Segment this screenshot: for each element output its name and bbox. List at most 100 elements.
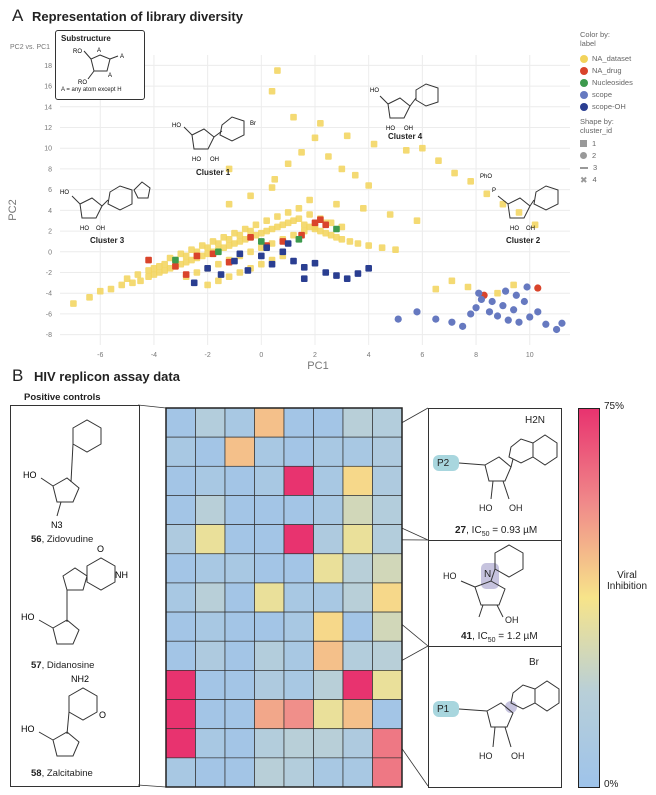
- panel-a-title: Representation of library diversity: [32, 9, 243, 24]
- heatmap-cell: [283, 407, 314, 438]
- point-scope-OH: [343, 275, 351, 283]
- a-label-2: A: [120, 54, 124, 60]
- heatmap-cell: [165, 407, 196, 438]
- svg-text:OH: OH: [96, 226, 105, 232]
- point-NA_dataset: [510, 281, 517, 289]
- y-tick-label: 0: [48, 249, 52, 256]
- y-tick-label: -2: [46, 270, 52, 277]
- y-tick-label: 10: [44, 146, 52, 153]
- point-NA_dataset: [137, 277, 144, 285]
- heatmap-cell: [313, 436, 344, 467]
- heatmap-cell: [254, 728, 285, 759]
- heatmap-cell: [372, 757, 403, 788]
- point-NA_dataset: [499, 200, 507, 208]
- cluster2-structure: PhO P HO OH: [480, 174, 559, 232]
- heatmap-cell: [195, 582, 226, 613]
- heatmap-cell: [342, 670, 373, 700]
- point-NA_dataset: [177, 250, 185, 258]
- point-NA_dataset: [392, 246, 399, 254]
- panel-b-letter: B: [12, 366, 24, 385]
- svg-text:HO: HO: [60, 190, 69, 196]
- substructure-box: Substructure RO RO A A A A = any atom ex…: [55, 30, 145, 100]
- point-scope-OH: [258, 252, 265, 260]
- point-NA_dataset: [295, 215, 303, 222]
- point-NA_dataset: [325, 153, 332, 160]
- point-NA_dataset: [268, 184, 276, 191]
- point-NA_drug: [317, 216, 324, 223]
- point-NA_dataset: [419, 144, 426, 152]
- point-NA_dataset: [515, 209, 523, 216]
- heatmap-cell: [372, 699, 403, 730]
- point-scope-OH: [263, 244, 270, 251]
- svg-text:HO: HO: [21, 612, 35, 622]
- point-NA_dataset: [220, 244, 228, 251]
- heatmap-cell: [342, 582, 373, 613]
- heatmap-cell: [224, 728, 255, 759]
- heatmap-cell: [195, 670, 226, 700]
- point-NA_dataset: [263, 217, 270, 225]
- heatmap-cell: [224, 582, 255, 613]
- point-NA_dataset: [231, 240, 238, 247]
- point-NA_dataset: [343, 132, 351, 140]
- heatmap-cell: [224, 553, 255, 584]
- point-NA_dataset: [338, 236, 346, 243]
- heatmap-border: [165, 407, 403, 788]
- point-NA_dataset: [241, 236, 249, 243]
- y-tick-label: 6: [48, 187, 52, 194]
- y-tick-label: 2: [48, 229, 52, 236]
- point-NA_dataset: [268, 87, 276, 95]
- point-scope: [542, 320, 550, 328]
- legend-label: scope-OH: [592, 102, 626, 111]
- compound-p1-prefix: P1: [437, 704, 450, 715]
- svg-text:HO: HO: [510, 226, 519, 232]
- heatmap-cell: [372, 407, 403, 438]
- heatmap-cell: [254, 611, 285, 642]
- point-NA_drug: [172, 262, 179, 270]
- cluster1-structure: HO Br HO OH: [172, 116, 256, 163]
- legend-shape-sub: cluster_id: [580, 126, 613, 135]
- heatmap-cell: [195, 407, 226, 438]
- point-NA_dataset: [274, 223, 281, 231]
- point-Nucleosides: [258, 238, 265, 245]
- point-NA_dataset: [129, 279, 136, 287]
- scatter-ticks: -6 -4 -2 0 2 4 6 8 10 -8 -6 -4 -2 0 2 4 6 8 10 12 14 16 18: [44, 63, 534, 359]
- heatmap-cell: [342, 407, 373, 438]
- point-NA_dataset: [435, 157, 442, 164]
- svg-text:NH: NH: [115, 570, 128, 580]
- point-NA_dataset: [225, 242, 233, 249]
- point-scope: [512, 291, 520, 299]
- control-56: 56, Zidovudine: [31, 534, 94, 545]
- point-scope: [485, 308, 494, 316]
- point-NA_dataset: [300, 221, 308, 229]
- point-NA_drug: [145, 256, 152, 264]
- heatmap-cell: [165, 640, 196, 671]
- heatmap-cell: [224, 757, 255, 788]
- point-NA_dataset: [354, 240, 362, 247]
- legend-color-title: Color by:: [580, 30, 611, 39]
- callout-line: [137, 404, 167, 409]
- point-scope-OH: [311, 259, 319, 267]
- heatmap-cell: [342, 611, 373, 642]
- x-tick-label: -4: [151, 352, 157, 359]
- heatmap-cell: [165, 465, 196, 496]
- point-NA_dataset: [432, 285, 440, 293]
- heatmap-cell: [165, 524, 196, 555]
- heatmap-cell: [254, 524, 285, 555]
- point-NA_dataset: [236, 269, 244, 276]
- callout-line: [137, 784, 167, 788]
- legend-shape-dash-icon: [580, 166, 588, 169]
- heatmap-cell: [165, 670, 196, 700]
- compound-27-label: 27, IC50 = 0.93 µM: [455, 525, 538, 538]
- point-NA_dataset: [70, 300, 77, 307]
- point-NA_dataset: [327, 219, 335, 227]
- point-NA_dataset: [225, 236, 233, 243]
- colorbar-max: 75%: [604, 401, 625, 412]
- point-NA_dataset: [290, 231, 297, 239]
- svg-text:O: O: [99, 710, 106, 720]
- point-NA_drug: [209, 250, 217, 258]
- legend-shape-cross-icon: ✖: [580, 174, 588, 185]
- ro-label-1: RO: [73, 49, 82, 55]
- heatmap-cell: [254, 553, 285, 584]
- point-NA_drug: [311, 219, 319, 227]
- point-NA_dataset: [306, 196, 313, 204]
